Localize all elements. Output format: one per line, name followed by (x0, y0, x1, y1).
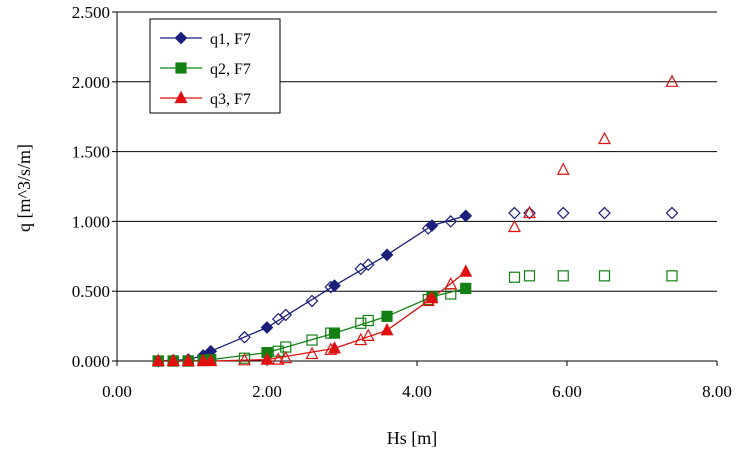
open-data-point (444, 215, 458, 228)
y-tick-label: 2.000 (72, 73, 110, 92)
legend-label: q3, F7 (210, 91, 251, 108)
x-tick-label: 6.00 (552, 382, 582, 401)
open-data-point (238, 330, 251, 344)
filled-data-point (328, 341, 341, 354)
open-data-point (665, 206, 679, 220)
filled-data-point (260, 352, 274, 365)
open-data-point (523, 206, 536, 220)
x-tick-label: 8.00 (702, 382, 732, 401)
y-tick-label: 0.000 (72, 352, 110, 371)
legend-marker (174, 90, 188, 104)
open-data-point (305, 294, 319, 308)
filled-data-point (328, 327, 341, 339)
y-tick-label: 2.500 (72, 3, 110, 22)
filled-data-point (328, 279, 341, 292)
filled-data-point (181, 353, 195, 367)
legend-label: q1, F7 (210, 31, 251, 48)
y-tick-label: 0.500 (72, 282, 110, 301)
open-data-point (508, 206, 521, 220)
legend-box (149, 18, 281, 114)
legend-marker (174, 31, 188, 45)
legend: q1, F7 q2, F7 q3, F7 (149, 18, 281, 114)
open-data-point (598, 131, 611, 145)
filled-data-point (425, 219, 439, 232)
x-tick-label: 4.00 (402, 382, 432, 401)
open-data-point (361, 328, 375, 341)
open-data-point (508, 271, 521, 283)
open-data-point (665, 74, 679, 87)
filled-data-point (381, 310, 393, 322)
filled-data-point (460, 282, 472, 295)
series-lines (158, 215, 467, 362)
open-data-point (598, 270, 611, 282)
x-tick-label: 2.00 (252, 382, 282, 401)
open-data-point (666, 270, 678, 282)
tick-labels: 0.000 0.500 1.000 1.500 2.000 2.500 0.00 2.00 4.… (72, 3, 732, 401)
open-data-point (598, 206, 611, 220)
open-data-point (305, 346, 319, 360)
open-data-point (444, 276, 458, 290)
open-data-point (557, 270, 569, 282)
x-axis-title: Hs [m] (387, 428, 438, 448)
filled-data-point (380, 248, 394, 262)
x-tick-label: 0.00 (102, 382, 132, 401)
legend-label: q2, F7 (210, 61, 251, 78)
open-data-point (362, 314, 374, 327)
open-data-point (272, 345, 284, 357)
series-line (158, 271, 467, 362)
open-data-point (361, 258, 375, 272)
open-data-point (279, 350, 293, 364)
open-data-point (306, 334, 318, 346)
filled-data-point (380, 322, 394, 336)
y-tick-label: 1.500 (72, 143, 110, 162)
open-data-point (556, 206, 570, 220)
filled-data-point (459, 264, 473, 277)
open-data-point (556, 162, 570, 175)
open-data-point (523, 270, 536, 282)
filled-data-point (260, 321, 274, 334)
y-axis-title: q [m^3/s/m] (14, 144, 34, 232)
open-data-point (238, 353, 251, 366)
filled-data-point (425, 290, 439, 304)
series-line (158, 215, 466, 362)
filled-data-point (166, 353, 180, 367)
filled-data-point (204, 353, 218, 367)
legend-marker (175, 62, 187, 74)
open-data-point (271, 352, 285, 365)
data-points (151, 74, 679, 368)
open-data-point (508, 219, 521, 233)
filled-data-point (151, 353, 165, 367)
open-data-point (355, 317, 367, 329)
open-data-point (279, 308, 293, 322)
filled-data-point (459, 209, 473, 223)
open-data-point (523, 205, 536, 219)
y-tick-label: 1.000 (72, 212, 110, 231)
